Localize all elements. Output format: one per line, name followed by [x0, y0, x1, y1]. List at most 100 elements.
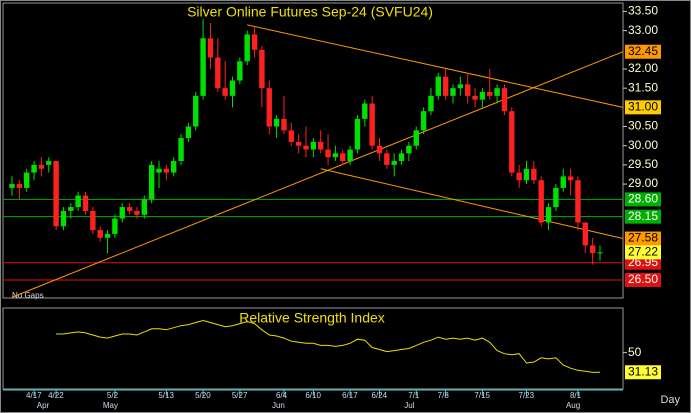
- trendline-label-box: [625, 100, 661, 115]
- candle-body: [442, 76, 449, 96]
- candle-body: [259, 49, 265, 89]
- candle-body: [200, 38, 206, 96]
- candle-body: [560, 176, 566, 188]
- candle-body: [347, 149, 353, 162]
- candle-body: [24, 172, 30, 188]
- y-tick-label: 29.00: [628, 176, 658, 190]
- y-tick-label: 29.50: [628, 157, 658, 171]
- price-panel: [2, 2, 624, 299]
- month-label: Aug: [566, 401, 580, 410]
- candle-body: [369, 103, 375, 146]
- candle-body: [178, 138, 184, 162]
- candle-body: [472, 95, 478, 100]
- candle-body: [16, 184, 23, 188]
- candle-body: [141, 199, 147, 215]
- candle-body: [126, 207, 133, 211]
- candle-body: [332, 153, 339, 158]
- candle-body: [362, 103, 368, 119]
- level-label: 28.60: [628, 192, 658, 206]
- candle-body: [171, 161, 177, 173]
- last-price-box: [625, 245, 661, 260]
- x-tick-label: 5/13: [158, 391, 174, 400]
- candle-body: [251, 34, 258, 50]
- month-label: Apr: [37, 401, 50, 410]
- trendline-label: 31.00: [628, 100, 658, 114]
- x-tick-label: 4/22: [48, 391, 64, 400]
- x-tick-label: 8/1: [570, 391, 582, 400]
- x-tick-label: 5/20: [195, 391, 211, 400]
- candle-body: [340, 153, 346, 162]
- rsi-last-box: [625, 365, 661, 380]
- candle-body: [567, 176, 574, 181]
- candle-body: [501, 88, 508, 112]
- month-label: Jul: [404, 401, 414, 410]
- candle-body: [465, 84, 471, 96]
- y-tick-label: 32.00: [628, 61, 658, 75]
- rsi-last-label: 31.13: [628, 364, 658, 378]
- candle-body: [435, 76, 441, 96]
- candle-body: [376, 145, 383, 154]
- trendline-label: 32.45: [628, 44, 658, 58]
- candle-body: [310, 141, 317, 150]
- level-label: 28.15: [628, 209, 658, 223]
- y-tick-label: 33.50: [628, 4, 658, 18]
- rsi-tick-label: 50: [628, 345, 642, 359]
- candle-body: [487, 91, 493, 96]
- last-price-label: 27.22: [628, 245, 658, 259]
- candle-body: [68, 207, 74, 211]
- candle-body: [60, 210, 67, 227]
- trendline-label: 27.58: [628, 231, 658, 245]
- x-tick-label: 5/2: [107, 391, 119, 400]
- candle-body: [82, 195, 89, 211]
- x-tick-label: 5/27: [232, 391, 248, 400]
- x-tick-label: 7/15: [474, 391, 490, 400]
- rsi-title: Relative Strength Index: [239, 310, 385, 326]
- candle-body: [457, 84, 464, 89]
- x-tick-label: 6/24: [372, 391, 388, 400]
- x-tick-label: 6/17: [342, 391, 358, 400]
- no-gaps-note: No Gaps: [12, 291, 44, 300]
- x-tick-label: 7/8: [438, 391, 450, 400]
- candle-body: [222, 88, 228, 96]
- trendline: [247, 24, 624, 108]
- candle-body: [538, 180, 544, 223]
- candle-body: [450, 88, 456, 96]
- month-label: May: [103, 401, 118, 410]
- candle-body: [244, 34, 250, 62]
- month-label: Jun: [272, 401, 285, 410]
- candle-body: [237, 61, 243, 81]
- period-label: Day: [660, 394, 680, 406]
- candle-body: [185, 126, 192, 139]
- candle-body: [266, 88, 272, 127]
- trendline: [320, 168, 624, 240]
- y-tick-label: 31.50: [628, 80, 658, 94]
- candle-body: [53, 161, 59, 227]
- candle-body: [531, 168, 537, 181]
- chart-title: Silver Online Futures Sep-24 (SVFU24): [187, 4, 433, 20]
- candle-body: [75, 195, 81, 208]
- candle-body: [318, 141, 324, 150]
- candle-body: [148, 164, 155, 200]
- candle-body: [575, 180, 581, 223]
- x-tick-label: 7/1: [408, 391, 420, 400]
- candle-body: [303, 145, 309, 150]
- candle-body: [553, 187, 559, 208]
- level-label-box: [625, 209, 661, 224]
- candle-body: [229, 80, 236, 96]
- candle-body: [354, 118, 361, 150]
- candle-body: [325, 149, 331, 158]
- candle-body: [295, 141, 302, 146]
- candle-body: [104, 233, 111, 238]
- level-label-box: [625, 272, 661, 287]
- candle-body: [273, 118, 280, 127]
- candle-body: [516, 172, 522, 181]
- candle-body: [97, 230, 103, 238]
- x-tick-label: 4/17: [26, 391, 42, 400]
- candle-body: [207, 38, 214, 58]
- candle-body: [398, 153, 405, 162]
- candle-body: [156, 168, 162, 173]
- candle-body: [589, 245, 596, 254]
- candle-body: [134, 210, 140, 215]
